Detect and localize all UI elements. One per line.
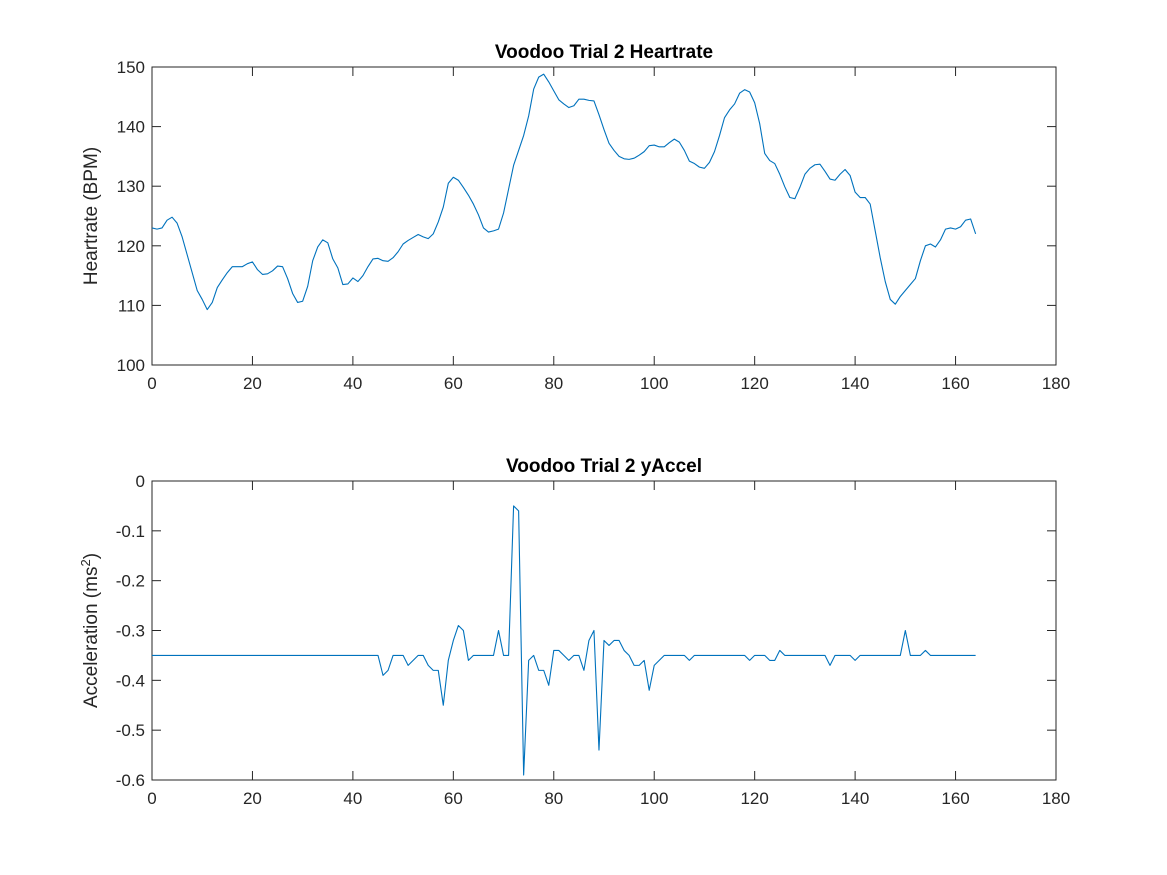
yaccel-series-line [152, 505, 976, 776]
yaccel-xtick-label: 180 [1042, 789, 1070, 808]
yaccel-xtick-label: 20 [243, 789, 262, 808]
heartrate-xtick-label: 100 [640, 374, 668, 393]
heartrate-xtick-label: 80 [544, 374, 563, 393]
heartrate-xtick-label: 40 [343, 374, 362, 393]
yaccel-ytick-label: 0 [136, 472, 145, 491]
yaccel-ytick-label: -0.3 [116, 622, 145, 641]
yaccel-xtick-label: 140 [841, 789, 869, 808]
heartrate-ytick-label: 140 [117, 118, 145, 137]
heartrate-xtick-label: 140 [841, 374, 869, 393]
yaccel-xtick-label: 60 [444, 789, 463, 808]
yaccel-xtick-label: 0 [147, 789, 156, 808]
heartrate-xtick-label: 0 [147, 374, 156, 393]
heartrate-axes-box [151, 66, 1057, 366]
yaccel-ytick-label: -0.6 [116, 771, 145, 790]
heartrate-xtick-label: 160 [941, 374, 969, 393]
heartrate-plot-panel: 0 20 40 60 80 100 120 140 160 180 100 110 120 130 140 1… [81, 42, 1070, 393]
heartrate-ytick-label: 150 [117, 58, 145, 77]
heartrate-series-line [151, 73, 977, 311]
heartrate-ytick-label: 130 [117, 177, 145, 196]
yaccel-axes-box [151, 480, 1057, 781]
heartrate-y-axis-label: Heartrate (BPM) [81, 147, 102, 285]
yaccel-xtick-label: 160 [941, 789, 969, 808]
heartrate-xtick-label: 20 [243, 374, 262, 393]
yaccel-ytick-label: -0.5 [116, 721, 145, 740]
yaccel-chart-title: Voodoo Trial 2 yAccel [506, 456, 702, 477]
heartrate-xtick-label: 60 [444, 374, 463, 393]
heartrate-xtick-label: 180 [1042, 374, 1070, 393]
heartrate-chart-title: Voodoo Trial 2 Heartrate [495, 42, 713, 63]
yaccel-xtick-label: 100 [640, 789, 668, 808]
yaccel-xtick-label: 40 [343, 789, 362, 808]
yaccel-ytick-label: -0.2 [116, 572, 145, 591]
yaccel-y-axis-label: Acceleration (ms2) [78, 553, 102, 708]
heartrate-ytick-label: 110 [118, 296, 145, 315]
yaccel-ytick-label: -0.1 [116, 522, 145, 541]
yaccel-ytick-label: -0.4 [116, 671, 145, 690]
yaccel-plot-panel: 0 20 40 60 80 100 120 140 160 180 -0.6 -0.5 -0.4 -0.3… [78, 456, 1070, 808]
heartrate-xtick-label: 120 [740, 374, 768, 393]
heartrate-ytick-label: 100 [117, 356, 145, 375]
yaccel-xtick-label: 80 [544, 789, 563, 808]
yaccel-xtick-label: 120 [740, 789, 768, 808]
heartrate-ytick-label: 120 [117, 237, 145, 256]
